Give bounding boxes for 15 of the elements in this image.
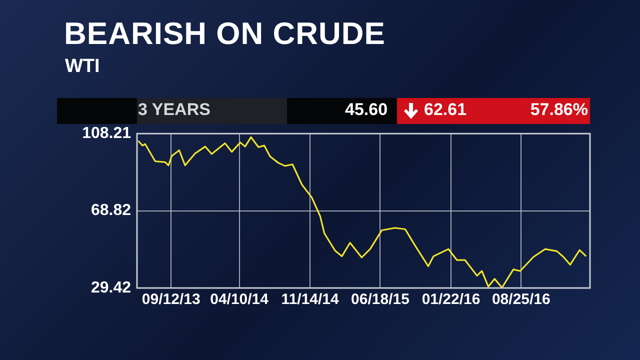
x-tick-label: 11/14/14 — [281, 291, 340, 308]
y-tick-label: 108.21 — [82, 125, 132, 142]
text: 62.61 — [424, 100, 467, 120]
x-tick-label: 04/10/14 — [210, 291, 270, 308]
y-tick-label: 68.82 — [90, 202, 132, 220]
x-tick-label: 06/18/15 — [351, 291, 410, 308]
text: 57.86% — [530, 100, 588, 120]
text: 45.60 — [345, 100, 388, 120]
x-tick-label: 09/12/13 — [142, 291, 200, 308]
x-tick-label: 01/22/16 — [422, 291, 480, 308]
x-tick-label: 08/25/16 — [492, 291, 550, 308]
text: 3 YEARS — [138, 100, 210, 120]
chart-title: BEARISH ON CRUDE — [64, 16, 386, 52]
y-tick-label: 29.42 — [90, 279, 132, 296]
chart-subtitle: WTI — [65, 56, 100, 78]
